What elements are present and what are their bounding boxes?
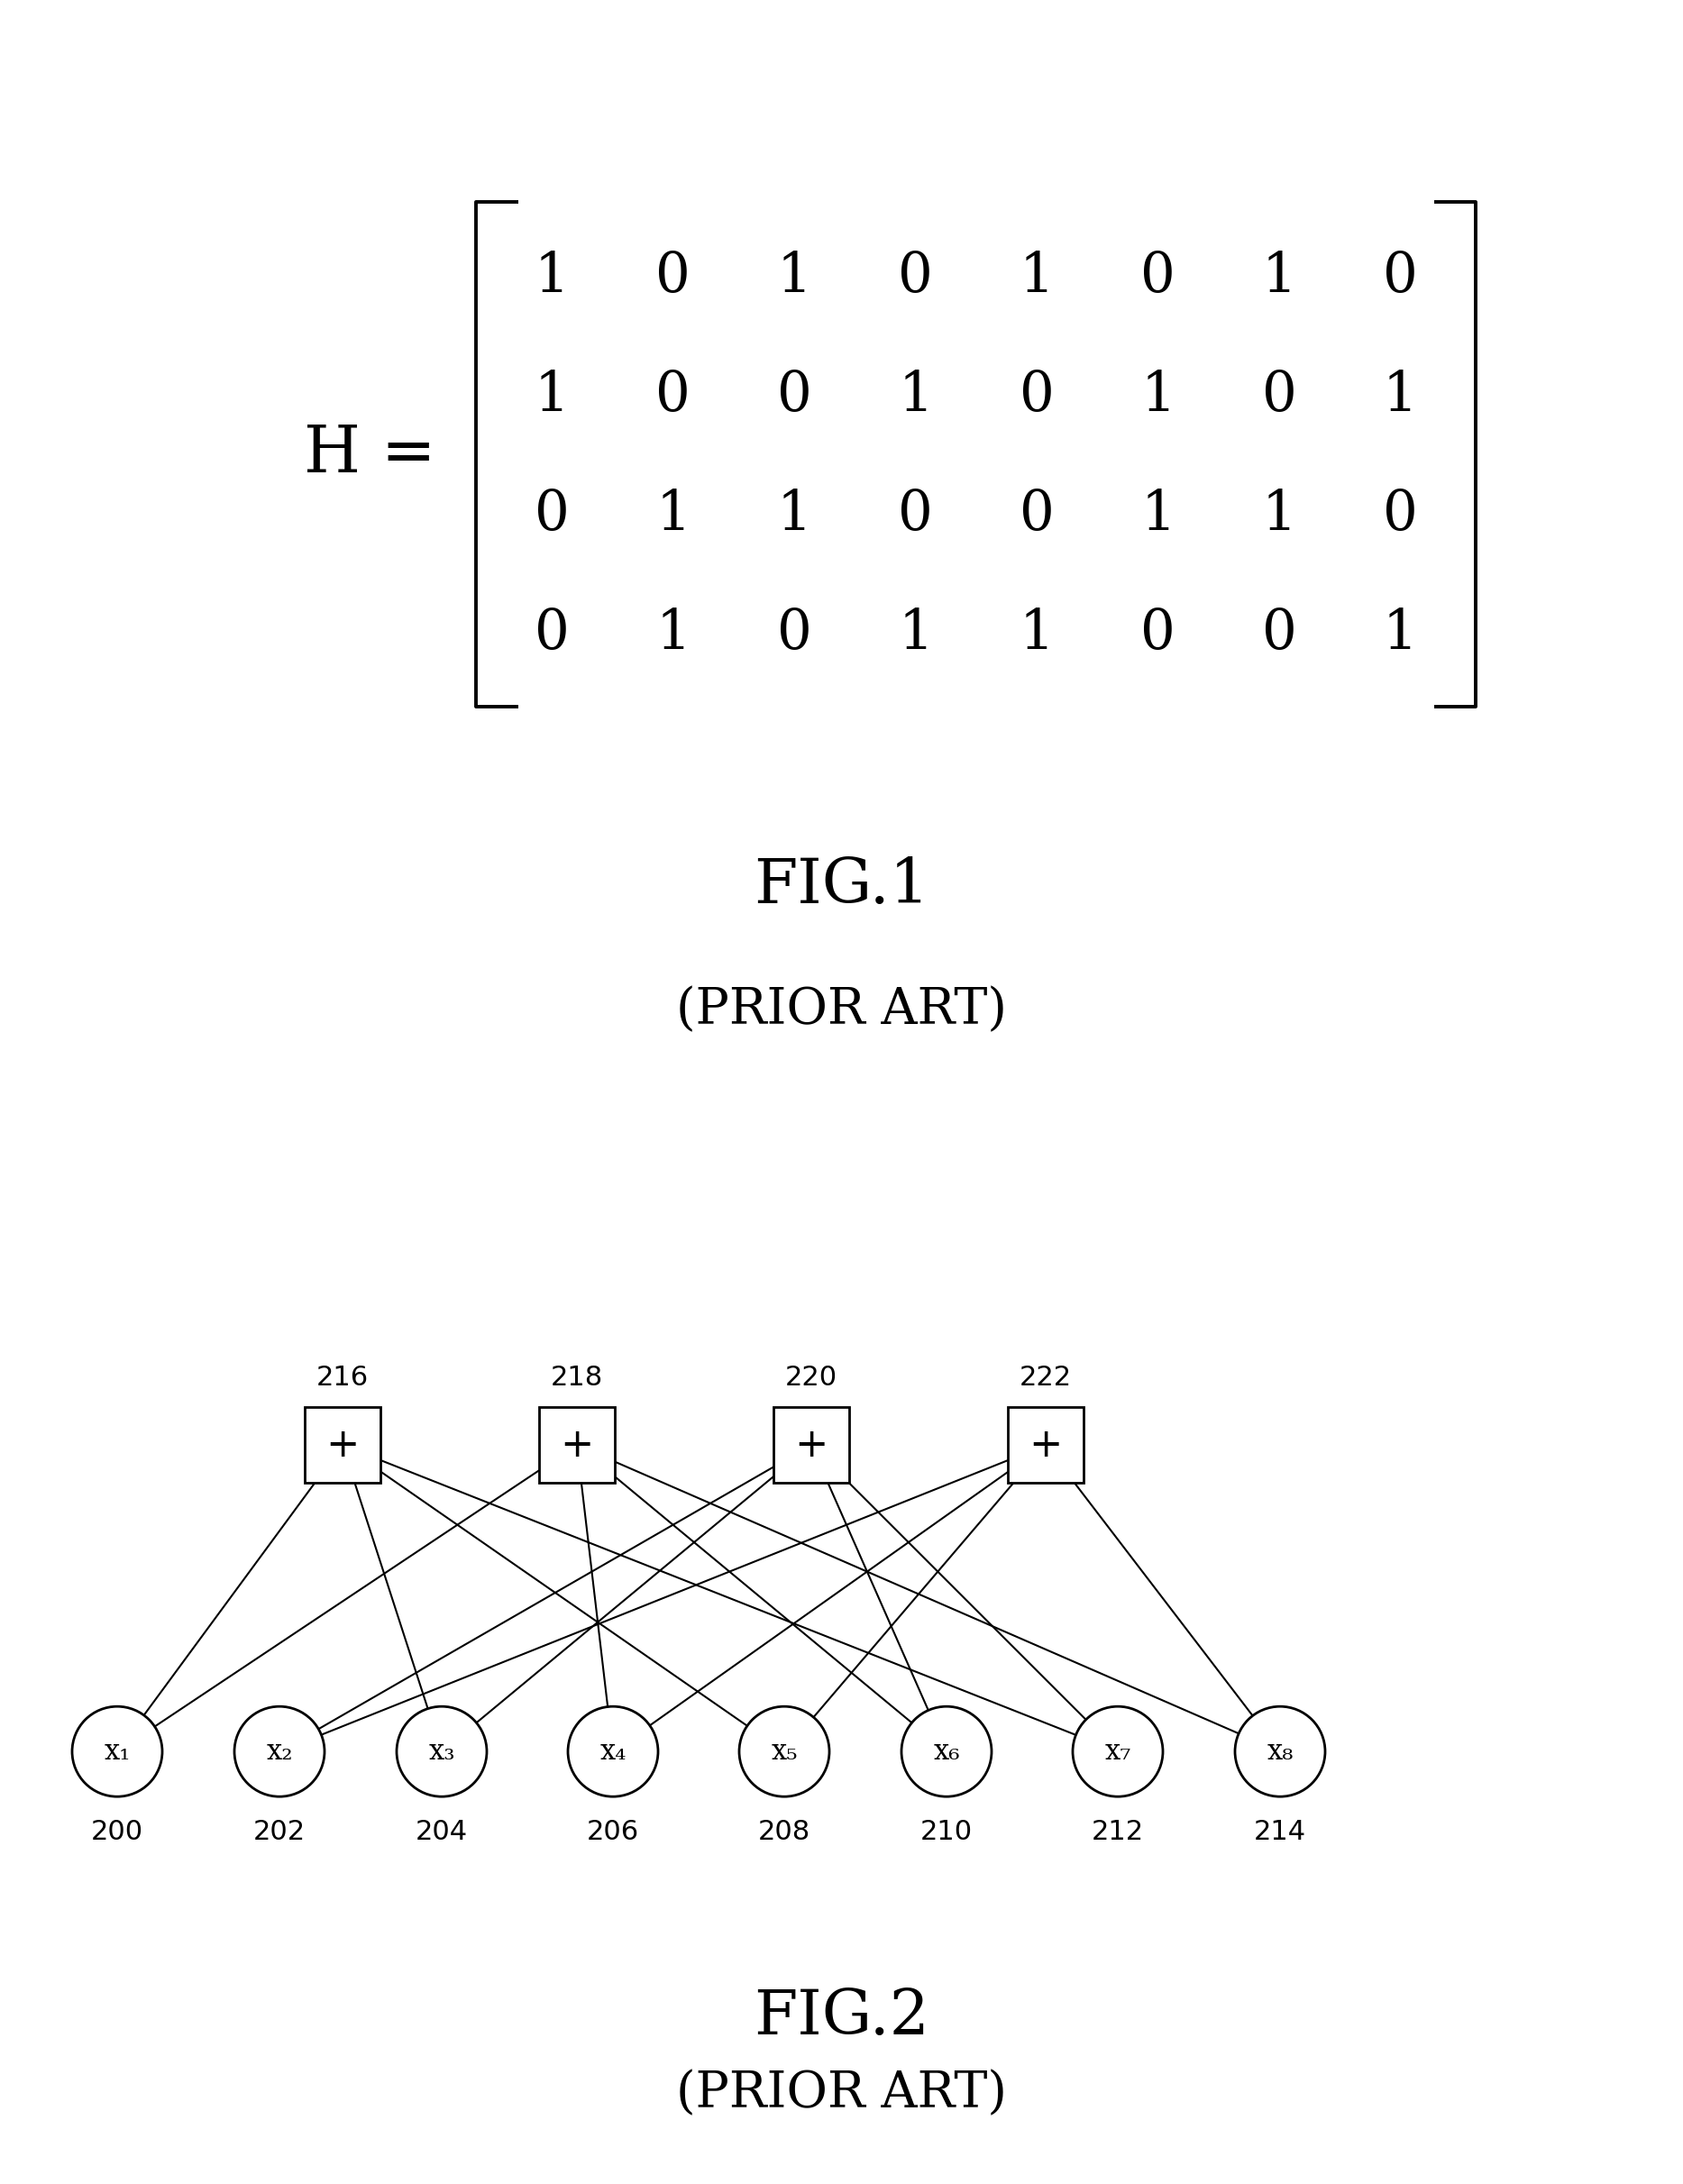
Text: 206: 206 [587, 1819, 640, 1845]
Text: 0: 0 [656, 249, 690, 301]
Text: 0: 0 [1141, 607, 1175, 660]
Text: 1: 1 [1141, 367, 1175, 422]
Text: x₁: x₁ [104, 1738, 131, 1765]
Text: x₇: x₇ [1104, 1738, 1131, 1765]
Text: 1: 1 [1383, 607, 1417, 660]
Ellipse shape [1072, 1706, 1163, 1797]
Text: 212: 212 [1092, 1819, 1144, 1845]
Text: 1: 1 [1262, 249, 1296, 301]
Text: 0: 0 [656, 367, 690, 422]
Text: (PRIOR ART): (PRIOR ART) [677, 987, 1006, 1035]
Text: x₄: x₄ [599, 1738, 626, 1765]
Text: 1: 1 [778, 249, 811, 301]
FancyBboxPatch shape [305, 1406, 380, 1483]
Text: 222: 222 [1020, 1365, 1072, 1391]
Ellipse shape [234, 1706, 325, 1797]
FancyBboxPatch shape [539, 1406, 614, 1483]
Text: 0: 0 [899, 487, 932, 542]
Text: +: + [327, 1426, 360, 1465]
Text: +: + [794, 1426, 828, 1465]
Text: 0: 0 [1141, 249, 1175, 301]
Text: 214: 214 [1254, 1819, 1306, 1845]
Text: 1: 1 [1262, 487, 1296, 542]
Text: 218: 218 [550, 1365, 603, 1391]
Text: 1: 1 [1141, 487, 1175, 542]
Text: (PRIOR ART): (PRIOR ART) [677, 2068, 1006, 2118]
FancyBboxPatch shape [1008, 1406, 1084, 1483]
Text: 0: 0 [535, 607, 569, 660]
Ellipse shape [567, 1706, 658, 1797]
Text: 1: 1 [899, 367, 932, 422]
Ellipse shape [72, 1706, 162, 1797]
Text: +: + [560, 1426, 594, 1465]
Text: 202: 202 [252, 1819, 306, 1845]
Text: 0: 0 [1262, 367, 1296, 422]
Text: x₆: x₆ [932, 1738, 959, 1765]
Text: 0: 0 [535, 487, 569, 542]
Text: 1: 1 [656, 487, 690, 542]
Text: 0: 0 [1020, 367, 1054, 422]
Text: 1: 1 [535, 249, 569, 301]
Text: 1: 1 [1020, 607, 1054, 660]
Text: 0: 0 [1262, 607, 1296, 660]
Text: 0: 0 [899, 249, 932, 301]
Text: 208: 208 [757, 1819, 811, 1845]
Text: 1: 1 [656, 607, 690, 660]
Text: 216: 216 [316, 1365, 369, 1391]
Text: 200: 200 [91, 1819, 143, 1845]
Text: 210: 210 [921, 1819, 973, 1845]
Text: 1: 1 [899, 607, 932, 660]
Ellipse shape [1235, 1706, 1325, 1797]
Text: FIG.2: FIG.2 [754, 1987, 929, 2046]
FancyBboxPatch shape [774, 1406, 850, 1483]
Text: 1: 1 [1020, 249, 1054, 301]
Text: x₃: x₃ [429, 1738, 454, 1765]
Text: x₅: x₅ [771, 1738, 798, 1765]
Text: 0: 0 [778, 367, 811, 422]
Text: FIG.1: FIG.1 [754, 856, 929, 915]
Text: H =: H = [305, 422, 436, 487]
Text: x₈: x₈ [1267, 1738, 1293, 1765]
Text: x₂: x₂ [266, 1738, 293, 1765]
Text: 204: 204 [416, 1819, 468, 1845]
Ellipse shape [739, 1706, 830, 1797]
Ellipse shape [397, 1706, 486, 1797]
Text: 0: 0 [1383, 249, 1417, 301]
Text: +: + [1028, 1426, 1062, 1465]
Text: 0: 0 [778, 607, 811, 660]
Text: 1: 1 [778, 487, 811, 542]
Text: 0: 0 [1020, 487, 1054, 542]
Text: 220: 220 [784, 1365, 838, 1391]
Text: 1: 1 [1383, 367, 1417, 422]
Ellipse shape [902, 1706, 991, 1797]
Text: 1: 1 [535, 367, 569, 422]
Text: 0: 0 [1383, 487, 1417, 542]
